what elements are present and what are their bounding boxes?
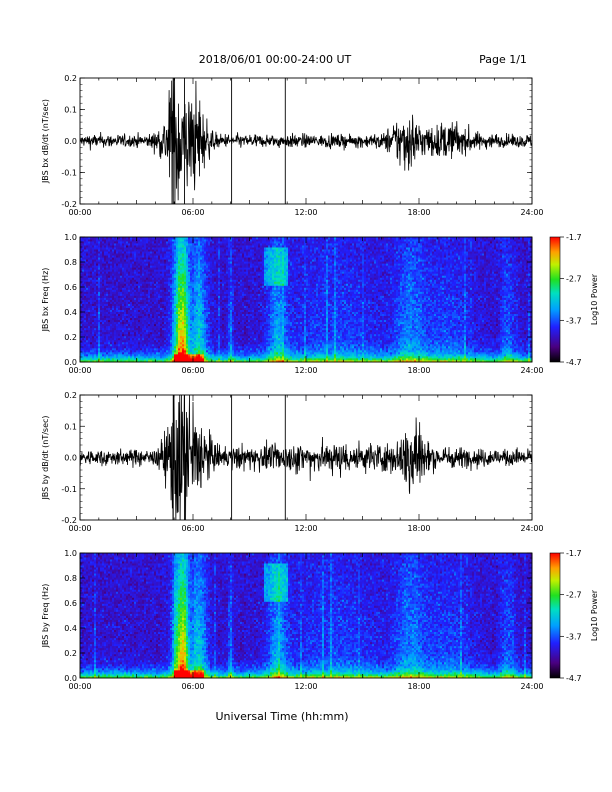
date-range-title: 2018/06/01 00:00-24:00 UT	[199, 53, 352, 66]
y-tick-label: -0.1	[61, 169, 77, 178]
x-tick-label: 12:00	[294, 208, 317, 217]
y-tick-label: -0.2	[61, 200, 77, 209]
panel-1: 00:00 06:00 12:00 18:00 24:00 0.2 0.1 0.0 -0.1 -0…	[41, 74, 544, 217]
y-tick-label: 0.0	[64, 137, 77, 146]
y-tick-label: 0.1	[64, 106, 77, 115]
panels-group: 00:00 06:00 12:00 18:00 24:00 0.2 0.1 0.0 -0.1 -0…	[41, 74, 599, 691]
y-tick-label: 0.2	[64, 74, 77, 83]
x-tick-label: 18:00	[407, 208, 430, 217]
x-tick-label: 06:00	[181, 208, 204, 217]
x-tick-label: 00:00	[68, 208, 91, 217]
spectrogram-bx	[80, 237, 532, 362]
page-indicator: Page 1/1	[479, 53, 527, 66]
y-axis-title: JBS bx dB/dt (nT/sec)	[41, 99, 50, 184]
x-tick-label: 24:00	[520, 208, 543, 217]
time-series-bx	[80, 74, 532, 208]
